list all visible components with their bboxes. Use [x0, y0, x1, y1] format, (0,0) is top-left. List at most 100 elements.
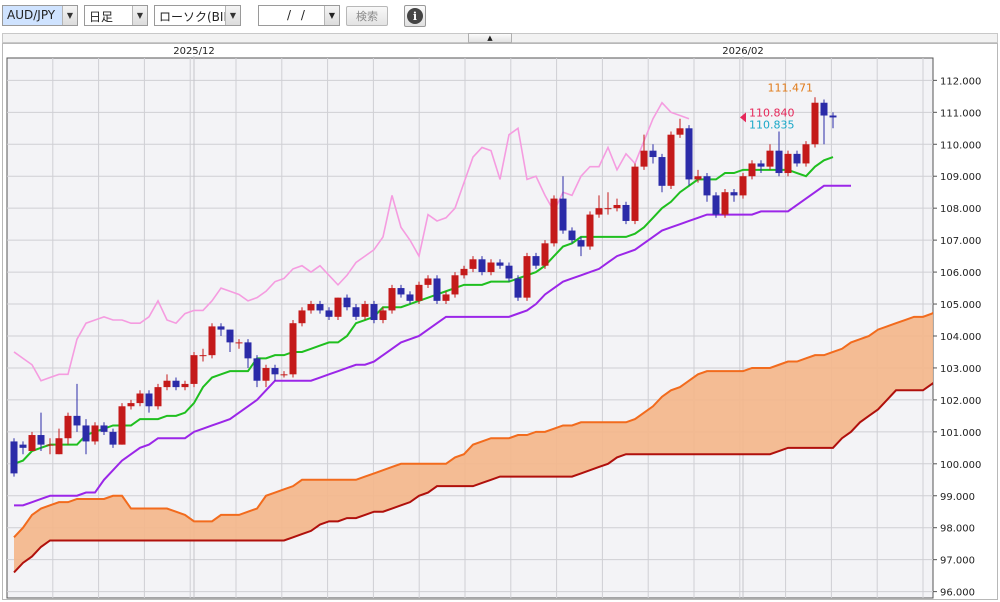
candle-down — [343, 297, 351, 308]
candle-up — [208, 326, 216, 356]
y-tick-label: 100.000 — [940, 460, 981, 471]
candle-down — [397, 288, 405, 295]
candle-down — [19, 444, 27, 448]
candle-up — [181, 383, 189, 388]
dropdown-arrow-icon[interactable]: ▼ — [62, 6, 77, 25]
candle-up — [640, 150, 648, 167]
candle-down — [775, 150, 783, 174]
candle-up — [487, 262, 495, 273]
candle-up — [91, 425, 99, 442]
x-tick-label: 2026/02 — [722, 46, 764, 57]
chikou-line — [13, 101, 690, 382]
candle-up — [307, 304, 315, 311]
candle-up — [595, 208, 603, 215]
info-icon: i — [407, 8, 423, 24]
candle-up — [523, 256, 531, 298]
bid-price-label: 110.840 — [749, 106, 795, 119]
candle-up — [604, 208, 612, 210]
date-value: / / — [287, 8, 308, 22]
senkou-span-a-line — [13, 311, 933, 538]
candle-down — [217, 326, 225, 330]
candle-down — [316, 304, 324, 311]
candle-up — [415, 284, 423, 301]
candle-down — [73, 415, 81, 426]
calendar-dropdown-icon[interactable]: ▼ — [324, 6, 339, 25]
dropdown-arrow-icon[interactable]: ▼ — [225, 6, 240, 25]
search-button[interactable]: 検索 — [346, 6, 388, 26]
chart-type-select[interactable]: ローソク(BID) ▼ — [154, 5, 241, 26]
candle-down — [703, 176, 711, 196]
candle-up — [613, 204, 621, 209]
candle-up — [721, 192, 729, 215]
candle-down — [253, 358, 261, 381]
currency-pair-select[interactable]: AUD/JPY ▼ — [2, 5, 78, 26]
candle-up — [127, 403, 135, 407]
y-tick-label: 105.000 — [940, 300, 981, 311]
candle-up — [55, 438, 63, 455]
candle-down — [478, 259, 486, 273]
y-tick-label: 101.000 — [940, 428, 981, 439]
y-tick-label: 102.000 — [940, 396, 981, 407]
candle-up — [586, 214, 594, 247]
candle-up — [676, 128, 684, 135]
x-tick-label: 2025/12 — [173, 46, 215, 57]
timeframe-select[interactable]: 日足 ▼ — [84, 5, 148, 26]
collapse-up-icon[interactable]: ▲ — [468, 33, 512, 43]
y-tick-label: 97.000 — [940, 556, 975, 567]
candle-up — [28, 435, 36, 452]
candle-down — [829, 115, 837, 118]
candle-up — [361, 304, 369, 317]
candle-up — [739, 176, 747, 196]
candle-up — [424, 278, 432, 285]
candle-down — [226, 329, 234, 343]
candle-down — [658, 157, 666, 186]
candle-up — [442, 294, 450, 301]
candle-down — [730, 192, 738, 196]
y-tick-label: 110.000 — [940, 140, 981, 151]
tenkan-line — [13, 156, 834, 465]
candle-up — [388, 288, 396, 311]
y-tick-label: 108.000 — [940, 204, 981, 215]
dropdown-arrow-icon[interactable]: ▼ — [132, 6, 147, 25]
candle-down — [100, 425, 108, 432]
y-tick-label: 111.000 — [940, 108, 981, 119]
candle-down — [433, 278, 441, 301]
candle-up — [469, 259, 477, 269]
candle-up — [451, 275, 459, 295]
candle-up — [163, 380, 171, 388]
candle-down — [172, 380, 180, 388]
y-tick-label: 104.000 — [940, 332, 981, 343]
candle-down — [82, 425, 90, 442]
candle-up — [289, 323, 297, 375]
candle-down — [685, 128, 693, 180]
candle-up — [262, 367, 270, 381]
chart-type-value: ローソク(BID) — [159, 10, 225, 24]
candle-up — [667, 134, 675, 186]
candle-down — [505, 265, 513, 279]
candle-down — [352, 307, 360, 317]
y-tick-label: 96.000 — [940, 588, 975, 599]
kijun-line — [14, 184, 851, 507]
candle-up — [298, 310, 306, 324]
y-tick-label: 103.000 — [940, 364, 981, 375]
candle-down — [820, 102, 828, 116]
candle-up — [460, 268, 468, 276]
candle-up — [118, 406, 126, 445]
cloud-fill — [14, 312, 933, 573]
chart-area: 112.000 111.000 110.000 109.000 108.000 107.0… — [2, 43, 998, 600]
candle-up — [136, 393, 144, 404]
y-tick-label: 107.000 — [940, 236, 981, 247]
candle-up — [694, 176, 702, 180]
y-tick-label: 99.000 — [940, 492, 975, 503]
candle-up — [235, 342, 243, 344]
date-input[interactable]: / / ▼ — [258, 5, 340, 26]
info-button[interactable]: i — [404, 5, 426, 27]
candle-up — [631, 166, 639, 221]
candle-down — [793, 153, 801, 164]
candle-down — [712, 195, 720, 215]
bid-marker-icon — [740, 112, 746, 123]
candle-down — [244, 342, 252, 359]
candle-up — [199, 355, 207, 357]
candle-down — [496, 262, 504, 266]
candle-up — [379, 310, 387, 321]
